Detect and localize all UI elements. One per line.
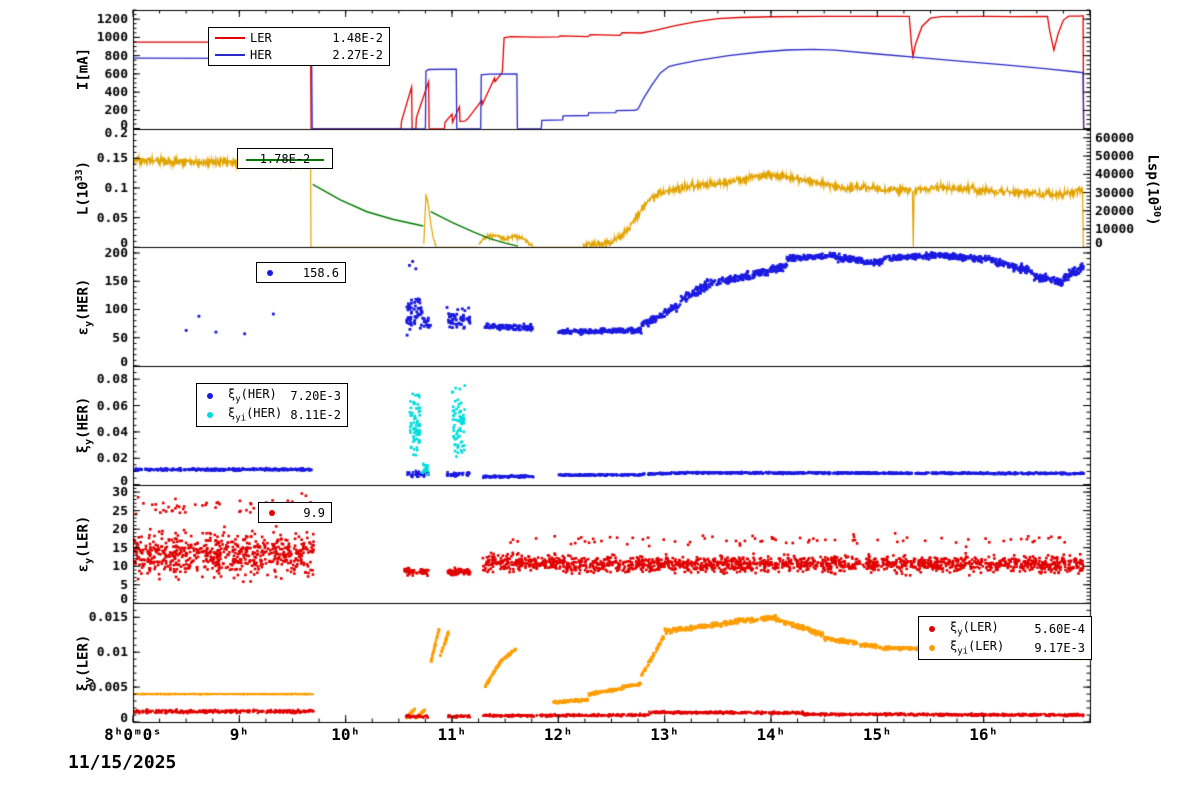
legend-row-ler: LER 1.48E-2 [215,29,383,47]
legend-value-fit: 1.78E-2 [259,151,311,166]
legend-row-xi-ler: ξy(LER) 5.60E-4 [925,619,1085,638]
ey-ler-dot-marker [269,509,275,516]
legend-label-xi-ler: ξy(LER) [950,619,999,638]
legend-row-her: HER 2.27E-2 [215,47,383,65]
legend-label-xi-yi-her: ξyi(HER) [228,405,283,424]
legend-value-ler: 1.48E-2 [332,30,383,45]
xi-ler-dot-marker [929,625,935,632]
right-axis-title-lsp: Lsp(1030) [1144,154,1162,226]
legend-row-xi-yi-ler: ξyi(LER) 9.17E-3 [925,638,1085,657]
legend-row-xi-her: ξy(HER) 7.20E-3 [203,386,341,405]
legend-ey-ler: 9.9 [258,502,332,523]
legend-row-ey-her: 158.6 [263,264,339,281]
her-line-marker [215,54,245,57]
legend-ey-her: 158.6 [256,262,346,283]
legend-row-ey-ler: 9.9 [265,504,325,521]
legend-label-xi-yi-ler: ξyi(LER) [950,638,1005,657]
xi-her-dot-marker [207,392,213,399]
fit-line-marker [246,159,324,161]
legend-beam-current: LER 1.48E-2 HER 2.27E-2 [208,27,390,66]
legend-label-ler: LER [250,30,272,45]
legend-value-her: 2.27E-2 [332,48,383,63]
xi-yi-her-dot-marker [207,411,213,418]
ler-line-marker [215,36,245,39]
legend-value-xi-yi-ler: 9.17E-3 [1034,640,1085,655]
legend-xi-her: ξy(HER) 7.20E-3 ξyi(HER) 8.11E-2 [196,383,348,427]
legend-label-her: HER [250,48,272,63]
legend-luminosity: 1.78E-2 [237,148,333,169]
ey-her-dot-marker [267,269,273,276]
legend-xi-ler: ξy(LER) 5.60E-4 ξyi(LER) 9.17E-3 [918,616,1092,660]
legend-value-xi-her: 7.20E-3 [290,388,341,403]
legend-value-xi-yi-her: 8.11E-2 [290,407,341,422]
legend-row-xi-yi-her: ξyi(HER) 8.11E-2 [203,405,341,424]
y-axis-title-xi-ler: ξy(LER) [75,634,95,692]
legend-value-ey-her: 158.6 [302,265,339,280]
legend-value-ey-ler: 9.9 [303,505,325,520]
legend-row-fit: 1.78E-2 [244,150,326,167]
legend-value-xi-ler: 5.60E-4 [1034,621,1085,636]
date-label: 11/15/2025 [68,752,177,773]
xi-yi-ler-dot-marker [929,644,935,651]
legend-label-xi-her: ξy(HER) [228,386,277,405]
